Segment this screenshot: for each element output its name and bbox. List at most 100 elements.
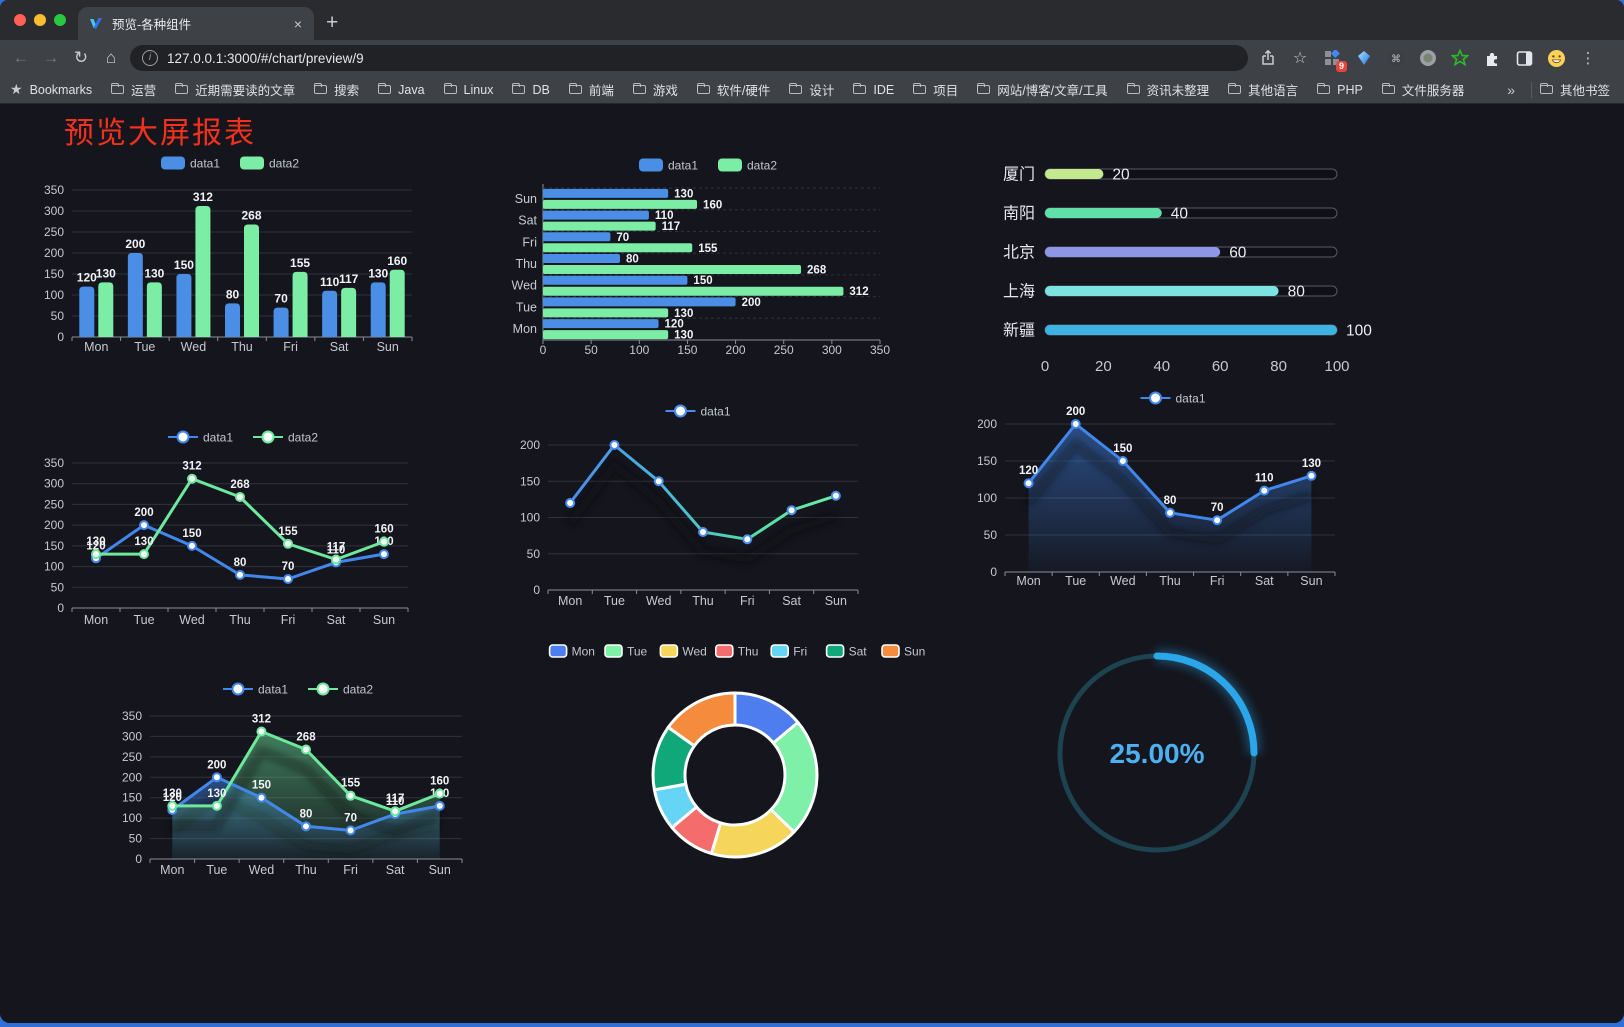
bookmark-item[interactable]: DB bbox=[512, 83, 550, 97]
progress-gauge-chart: 25.00% bbox=[1057, 649, 1261, 853]
forward-icon[interactable]: → bbox=[42, 48, 60, 67]
page-info-icon[interactable]: i bbox=[142, 50, 158, 66]
folder-icon bbox=[1381, 83, 1396, 95]
bookmark-item[interactable]: 网站/博客/文章/工具 bbox=[977, 80, 1108, 99]
emoji-avatar-icon[interactable] bbox=[1546, 48, 1566, 68]
tab-close-icon[interactable]: × bbox=[293, 15, 302, 32]
bookmark-item[interactable]: 文件服务器 bbox=[1381, 80, 1464, 99]
bookmark-item[interactable]: Java bbox=[378, 83, 425, 97]
bookmark-item[interactable]: 前端 bbox=[568, 80, 614, 99]
legend-item[interactable]: data1 bbox=[665, 404, 731, 419]
svg-text:200: 200 bbox=[726, 343, 746, 357]
legend-item[interactable]: data1 bbox=[223, 682, 288, 697]
legend-item[interactable]: Sat bbox=[825, 644, 868, 659]
preview-page: 预览大屏报表 data1 data2 0 50 100 150 200 250 300 350 Mo… bbox=[0, 104, 1624, 1023]
svg-text:120: 120 bbox=[665, 319, 684, 331]
bookmark-item[interactable]: 游戏 bbox=[632, 80, 678, 99]
extension-diamond-icon[interactable] bbox=[1354, 48, 1374, 68]
legend-item[interactable]: Thu bbox=[715, 644, 759, 659]
other-bookmarks[interactable]: 其他书签 bbox=[1539, 80, 1610, 99]
svg-text:312: 312 bbox=[252, 714, 271, 726]
home-icon[interactable]: ⌂ bbox=[105, 48, 117, 67]
legend-item[interactable]: data2 bbox=[253, 430, 318, 445]
legend-item[interactable]: data2 bbox=[308, 682, 373, 697]
bookmark-star-icon[interactable]: ☆ bbox=[1292, 50, 1308, 67]
svg-text:80: 80 bbox=[626, 254, 639, 266]
extension-star-icon[interactable] bbox=[1450, 48, 1470, 68]
bookmark-item[interactable]: Linux bbox=[443, 83, 493, 97]
svg-text:Sat: Sat bbox=[518, 214, 537, 228]
browser-tab[interactable]: 预览-各种组件 × bbox=[78, 7, 314, 40]
legend-item[interactable]: Tue bbox=[604, 644, 648, 659]
svg-text:Tue: Tue bbox=[516, 300, 537, 314]
svg-text:Thu: Thu bbox=[295, 863, 317, 877]
legend-item[interactable]: data1 bbox=[639, 158, 698, 173]
svg-text:150: 150 bbox=[677, 343, 697, 357]
capsule-progress-chart: 厦门 20 南阳 40 北京 60 上海 80 新疆 100 0 20 40 60 80 100 bbox=[1003, 166, 1372, 376]
svg-text:70: 70 bbox=[344, 812, 357, 824]
svg-text:200: 200 bbox=[1066, 406, 1085, 418]
bookmark-item[interactable]: 其他语言 bbox=[1228, 80, 1298, 99]
browser-menu-icon[interactable]: ⋮ bbox=[1580, 50, 1596, 67]
close-window-button[interactable] bbox=[14, 14, 26, 26]
legend-item[interactable]: Sun bbox=[881, 644, 925, 659]
svg-text:120: 120 bbox=[77, 271, 97, 285]
legend-item[interactable]: data2 bbox=[718, 158, 777, 173]
svg-text:Sun: Sun bbox=[1300, 574, 1322, 588]
maximize-window-button[interactable] bbox=[54, 14, 66, 26]
bookmark-item[interactable]: IDE bbox=[853, 83, 894, 97]
side-panel-icon[interactable] bbox=[1514, 48, 1534, 68]
bookmark-item[interactable]: 资讯未整理 bbox=[1126, 80, 1209, 99]
legend-item[interactable]: Mon bbox=[548, 644, 595, 659]
bookmarks-star-icon[interactable]: ★ bbox=[10, 81, 23, 97]
other-bookmarks-label: 其他书签 bbox=[1559, 84, 1610, 98]
svg-text:Thu: Thu bbox=[692, 594, 714, 608]
bookmark-item[interactable]: 项目 bbox=[913, 80, 958, 99]
bookmark-folder-list: 运营 近期需要读的文章 搜索 Java Linux DB 前端 游戏 软件/硬件 设计 IDE 项目 网… bbox=[111, 80, 1483, 99]
bookmark-item[interactable]: PHP bbox=[1317, 83, 1363, 97]
svg-text:50: 50 bbox=[51, 580, 65, 594]
folder-icon bbox=[1317, 83, 1331, 95]
bookmark-item[interactable]: 搜索 bbox=[314, 80, 359, 99]
bookmarks-bar: ★ Bookmarks 运营 近期需要读的文章 搜索 Java Linux DB 前端 游戏 软… bbox=[0, 76, 1624, 104]
bookmarks-overflow-chevron[interactable]: » bbox=[1507, 81, 1515, 98]
bookmark-item[interactable]: 设计 bbox=[789, 80, 834, 99]
share-icon[interactable] bbox=[1258, 48, 1278, 68]
extension-record-icon[interactable] bbox=[1418, 48, 1438, 68]
legend-item[interactable]: data1 bbox=[168, 430, 233, 445]
legend-item[interactable]: Fri bbox=[770, 644, 807, 659]
bookmark-item[interactable]: 软件/硬件 bbox=[696, 80, 770, 99]
back-icon[interactable]: ← bbox=[12, 48, 30, 67]
svg-text:268: 268 bbox=[230, 479, 250, 491]
bookmark-item[interactable]: 运营 bbox=[111, 80, 156, 99]
legend-item[interactable]: Wed bbox=[659, 644, 707, 659]
bookmark-item[interactable]: 近期需要读的文章 bbox=[175, 80, 295, 99]
legend-item[interactable]: data1 bbox=[161, 156, 220, 171]
svg-text:160: 160 bbox=[703, 199, 722, 211]
address-bar[interactable]: i 127.0.0.1:3000/#/chart/preview/9 bbox=[130, 45, 1248, 71]
pie-slice-Sun[interactable] bbox=[666, 691, 737, 748]
minimize-window-button[interactable] bbox=[34, 14, 46, 26]
legend-item[interactable]: data2 bbox=[240, 156, 299, 171]
svg-text:Mon: Mon bbox=[572, 645, 595, 659]
extension-grid-icon[interactable]: 9 bbox=[1322, 48, 1347, 72]
bookmarks-root[interactable]: Bookmarks bbox=[30, 83, 93, 97]
svg-text:厦门: 厦门 bbox=[1003, 166, 1035, 184]
svg-text:70: 70 bbox=[1211, 502, 1224, 514]
svg-text:100: 100 bbox=[44, 288, 64, 302]
svg-text:Wed: Wed bbox=[646, 594, 672, 608]
bookmark-label: 其他语言 bbox=[1248, 84, 1299, 98]
svg-text:130: 130 bbox=[96, 266, 116, 280]
svg-text:Sat: Sat bbox=[330, 340, 349, 354]
svg-text:350: 350 bbox=[44, 456, 64, 470]
svg-text:50: 50 bbox=[984, 528, 998, 542]
legend-item[interactable]: data1 bbox=[1140, 391, 1206, 406]
svg-text:80: 80 bbox=[300, 808, 313, 820]
extension-command-icon[interactable]: ⌘ bbox=[1386, 48, 1406, 68]
reload-icon[interactable]: ↻ bbox=[73, 48, 89, 67]
svg-text:Wed: Wed bbox=[179, 613, 205, 627]
new-tab-button[interactable]: + bbox=[326, 11, 339, 34]
svg-text:Sat: Sat bbox=[386, 863, 405, 877]
svg-text:Sun: Sun bbox=[904, 645, 925, 659]
extensions-puzzle-icon[interactable] bbox=[1482, 48, 1502, 68]
